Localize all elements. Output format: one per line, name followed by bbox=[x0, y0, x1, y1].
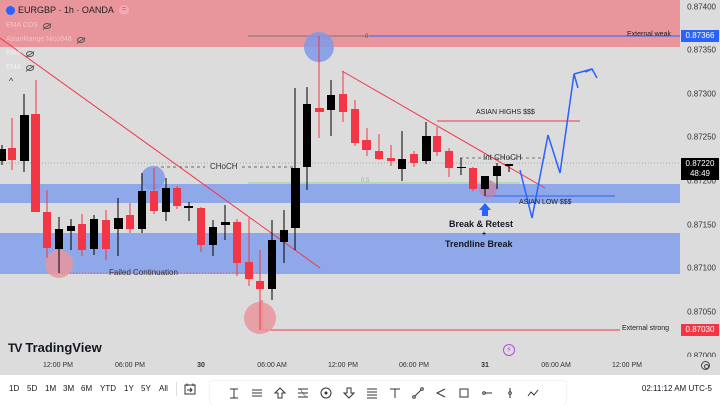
range-3m-button[interactable]: 3M bbox=[63, 384, 75, 393]
eye-hidden-icon[interactable] bbox=[42, 22, 51, 29]
time-tick: 12:00 PM bbox=[612, 362, 642, 369]
range-1y-button[interactable]: 1Y bbox=[124, 384, 134, 393]
collapse-legend-icon[interactable]: ^ bbox=[9, 76, 14, 86]
bar-countdown: 48:49 bbox=[689, 169, 711, 178]
indicator-row-0[interactable]: EMA COS bbox=[6, 20, 129, 31]
chart-settings-icon[interactable] bbox=[701, 361, 710, 370]
asian-highs-label: ASIAN HIGHS $$$ bbox=[476, 109, 535, 116]
time-tick: 06:00 PM bbox=[115, 362, 145, 369]
current-price-tag: 0.87220 48:49 bbox=[681, 158, 719, 180]
failed-continuation-label: Failed Continuation bbox=[109, 268, 178, 277]
drawing-toolbar bbox=[210, 381, 566, 405]
clock[interactable]: 02:11:12 AM UTC-5 bbox=[641, 384, 712, 393]
vertical-line-icon[interactable] bbox=[498, 383, 521, 403]
regression-icon[interactable] bbox=[291, 383, 314, 403]
current-price: 0.87220 bbox=[685, 159, 715, 168]
external-weak-price-tag: 0.87366 bbox=[681, 30, 719, 42]
price-tick: 0.87200 bbox=[687, 176, 716, 186]
indicator-name: EMA bbox=[6, 50, 22, 57]
rectangle-icon[interactable] bbox=[452, 383, 475, 403]
indicator-row-2[interactable]: EMA bbox=[6, 48, 129, 59]
price-tick: 0.87400 bbox=[687, 2, 716, 12]
choch-marker-circle bbox=[141, 166, 165, 190]
price-tick: 0.87250 bbox=[687, 132, 716, 142]
range-all-button[interactable]: All bbox=[159, 384, 168, 393]
price-tick: 0.87300 bbox=[687, 89, 716, 99]
external-weak-label: External weak bbox=[627, 31, 671, 38]
price-tick: 0.87150 bbox=[687, 220, 716, 230]
arrow-up-icon bbox=[479, 203, 491, 216]
break-retest-label: Break & Retest bbox=[449, 219, 514, 229]
choch-label: CHoCH bbox=[210, 162, 238, 171]
fib-level-label: 0.5 bbox=[361, 178, 370, 184]
range-ytd-button[interactable]: YTD bbox=[100, 384, 116, 393]
logo-text: TradingView bbox=[25, 340, 102, 355]
pitchfork-icon[interactable] bbox=[429, 383, 452, 403]
price-tick: 0.87100 bbox=[687, 263, 716, 273]
horizontal-lines-icon[interactable] bbox=[360, 383, 383, 403]
projection-icon[interactable] bbox=[521, 383, 544, 403]
range-6m-button[interactable]: 6M bbox=[81, 384, 93, 393]
candlestick-chart[interactable]: 0 bbox=[0, 0, 680, 357]
trendline-icon[interactable] bbox=[406, 383, 429, 403]
calendar-goto-icon[interactable] bbox=[184, 383, 196, 395]
price-tick: 0.87050 bbox=[687, 307, 716, 317]
arrow-up-icon[interactable] bbox=[268, 383, 291, 403]
time-tick: 06:00 AM bbox=[257, 362, 287, 369]
indicator-name: AsianRange Nico948 bbox=[6, 36, 72, 43]
currency-flag-icon bbox=[6, 5, 15, 15]
candles bbox=[0, 36, 513, 330]
indicator-row-1[interactable]: AsianRange Nico948 bbox=[6, 34, 129, 45]
price-tick: 0.87000 bbox=[687, 351, 716, 361]
time-tick: 31 bbox=[481, 362, 489, 369]
horizontal-ray-icon[interactable] bbox=[475, 383, 498, 403]
external-strong-label: External strong bbox=[622, 325, 670, 332]
date-price-range-icon[interactable] bbox=[222, 383, 245, 403]
chart-legend: EURGBP · 1h · OANDA = EMA COS AsianRange… bbox=[6, 3, 129, 86]
projection-path[interactable] bbox=[519, 73, 579, 219]
range-1m-button[interactable]: 1M bbox=[45, 384, 57, 393]
range-1d-button[interactable]: 1D bbox=[9, 384, 20, 393]
eye-hidden-icon[interactable] bbox=[26, 64, 35, 71]
indicator-name: EMA bbox=[6, 64, 22, 71]
time-tick: 12:00 PM bbox=[328, 362, 358, 369]
demand-zone-lower bbox=[0, 233, 680, 274]
arrow-down-icon[interactable] bbox=[337, 383, 360, 403]
time-tick: 06:00 AM bbox=[541, 362, 571, 369]
tradingview-logo[interactable]: TV TradingView bbox=[8, 340, 102, 355]
time-tick: 12:00 PM bbox=[43, 362, 73, 369]
indicator-name: EMA COS bbox=[6, 22, 38, 29]
time-axis[interactable]: 12:00 PM 06:00 PM 30 06:00 AM 12:00 PM 0… bbox=[0, 357, 720, 375]
external-strong-price-tag: 0.87030 bbox=[681, 324, 719, 336]
text-icon[interactable] bbox=[383, 383, 406, 403]
market-status-icon[interactable]: = bbox=[118, 5, 129, 15]
price-axis[interactable]: 0.87400 0.87350 0.87300 0.87250 0.87200 … bbox=[680, 0, 720, 361]
asian-low-label: ASIAN LOW $$$ bbox=[519, 199, 572, 206]
plus-label: + bbox=[482, 231, 487, 238]
eye-hidden-icon[interactable] bbox=[76, 36, 85, 43]
tv-logo-mark-icon: TV bbox=[8, 340, 22, 355]
supply-zone bbox=[0, 0, 680, 47]
int-choch-label: Int CHoCH bbox=[483, 153, 522, 162]
parallel-channel-icon[interactable] bbox=[245, 383, 268, 403]
trendline-1[interactable] bbox=[0, 37, 321, 269]
divider bbox=[176, 382, 177, 396]
symbol-title: EURGBP · 1h · OANDA bbox=[18, 5, 114, 15]
trendline-2[interactable] bbox=[341, 70, 546, 189]
chart-canvas[interactable]: 0 bbox=[0, 0, 680, 357]
trendline-break-label: Trendline Break bbox=[445, 239, 513, 249]
indicator-row-3[interactable]: EMA bbox=[6, 62, 129, 73]
price-tick: 0.87350 bbox=[687, 45, 716, 55]
range-5y-button[interactable]: 5Y bbox=[141, 384, 151, 393]
range-5d-button[interactable]: 5D bbox=[27, 384, 38, 393]
circle-target-icon[interactable] bbox=[314, 383, 337, 403]
symbol-row[interactable]: EURGBP · 1h · OANDA = bbox=[6, 3, 129, 17]
zero-label: 0 bbox=[365, 34, 369, 40]
demand-zone-upper bbox=[0, 184, 680, 203]
eye-hidden-icon[interactable] bbox=[26, 50, 35, 57]
time-tick: 30 bbox=[197, 362, 205, 369]
lightning-icon[interactable]: ⚡ bbox=[503, 344, 515, 356]
time-tick: 06:00 PM bbox=[399, 362, 429, 369]
